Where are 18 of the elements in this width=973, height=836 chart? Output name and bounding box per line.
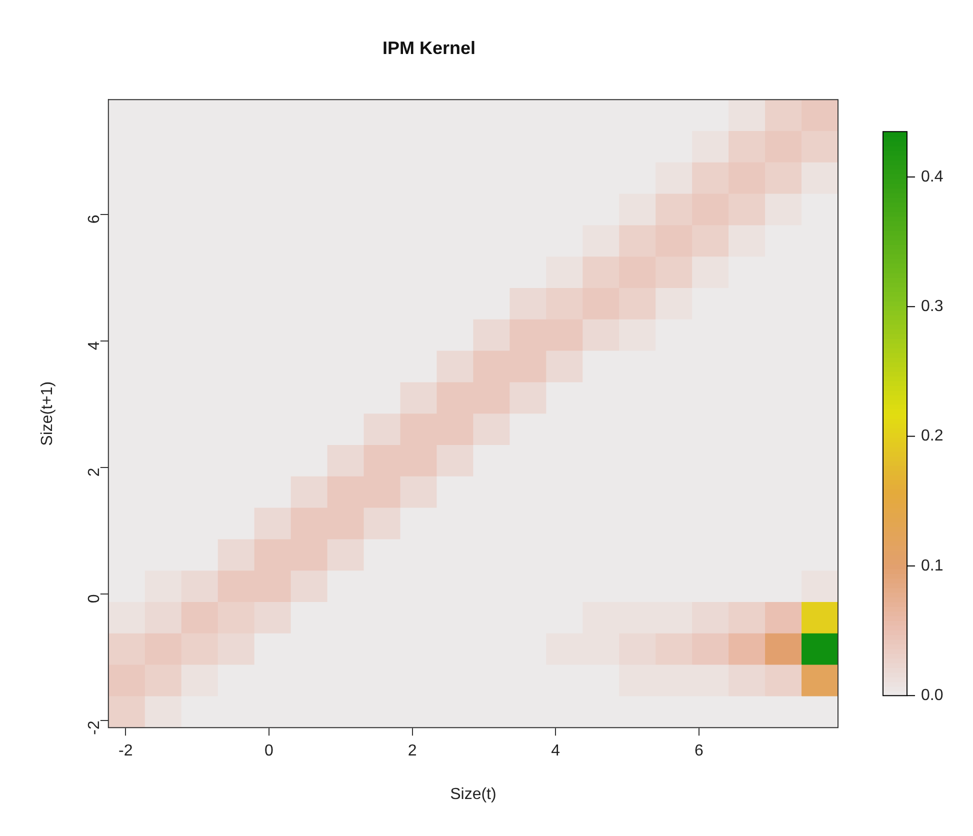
color-bar-label: 0.0 [921,687,944,704]
y-tick-label: 0 [86,594,103,604]
y-tick-label: 6 [86,214,103,224]
x-tick-label: 6 [694,742,704,760]
x-axis-title: Size(t) [450,786,496,803]
color-bar-label: 0.1 [921,557,944,574]
color-bar-label: 0.2 [921,428,944,445]
y-tick-label: 2 [86,468,103,477]
x-tick-label: 4 [551,742,560,760]
y-tick-label: 4 [86,341,103,350]
x-tick-label: 2 [408,742,417,760]
color-bar-label: 0.4 [921,168,944,186]
chart-title: IPM Kernel [382,38,476,58]
x-tick-label: -2 [118,742,133,760]
color-bar-label: 0.3 [921,298,944,316]
y-axis-title: Size(t+1) [39,381,56,446]
y-tick-label: -2 [86,720,103,735]
x-tick-label: 0 [264,742,274,760]
